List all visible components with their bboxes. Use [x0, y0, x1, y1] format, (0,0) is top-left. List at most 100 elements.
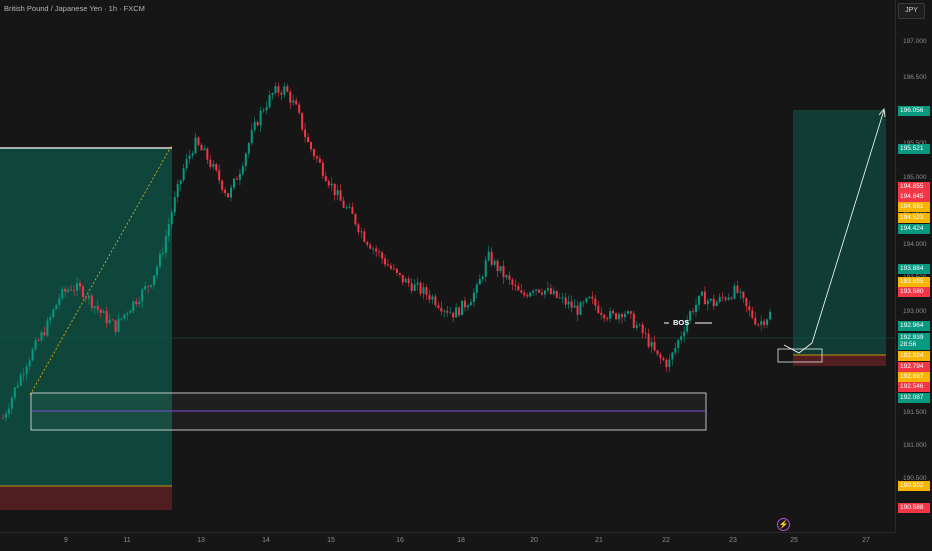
candle-body [28, 360, 31, 367]
candle-body [662, 358, 665, 361]
candle-body [123, 314, 126, 319]
candle-body [348, 207, 351, 208]
candle-body [304, 129, 307, 138]
right-profit-zone[interactable] [793, 110, 886, 355]
candle-body [138, 301, 141, 305]
candle-body [49, 317, 52, 321]
candle-body [730, 297, 733, 299]
currency-button[interactable]: JPY [898, 3, 925, 19]
candle-body [105, 311, 108, 324]
candle-body [535, 289, 538, 291]
candle-body [354, 213, 357, 225]
candle-body [475, 284, 478, 293]
candle-body [93, 306, 96, 308]
candle-body [345, 207, 348, 209]
candle-body [22, 373, 25, 375]
candle-body [490, 251, 493, 265]
price-badge: 192.087 [898, 393, 930, 403]
candle-body [87, 295, 90, 299]
price-badge: 28:56 [898, 340, 930, 350]
candle-body [597, 305, 600, 313]
candle-body [13, 387, 16, 398]
candle-body [19, 374, 22, 386]
candle-body [695, 304, 697, 312]
candle-body [351, 207, 354, 214]
right-loss-zone[interactable] [793, 355, 886, 366]
price-badge: 194.845 [898, 192, 930, 202]
candle-body [407, 278, 410, 284]
candle-body [194, 137, 197, 154]
chart-canvas[interactable] [0, 0, 895, 532]
lightning-alert-icon[interactable]: ⚡ [777, 518, 790, 531]
time-label: 15 [327, 537, 335, 544]
candle-body [606, 318, 609, 320]
bos-label: BOS [673, 318, 690, 327]
candle-body [387, 264, 389, 266]
candle-body [552, 290, 555, 295]
price-badge: 192.924 [898, 351, 930, 361]
candle-body [295, 100, 298, 105]
candle-body [372, 248, 375, 250]
candle-body [67, 289, 70, 292]
long-position-loss-zone[interactable] [0, 486, 172, 510]
candle-body [132, 301, 135, 311]
candle-body [153, 275, 156, 286]
candle-body [357, 224, 360, 232]
price-badge: 192.939 [898, 333, 930, 343]
candle-body [292, 100, 295, 103]
candle-body [594, 298, 597, 306]
candle-body [135, 301, 138, 305]
candle-body [419, 282, 422, 294]
candle-body [529, 292, 532, 297]
candle-body [84, 297, 87, 299]
candle-body [43, 332, 46, 336]
candle-body [176, 184, 179, 198]
candle-body [7, 408, 10, 414]
candle-body [244, 153, 247, 167]
price-badge: 194.855 [898, 182, 930, 192]
candle-body [378, 251, 381, 253]
candle-body [618, 314, 620, 320]
candle-body [161, 252, 164, 255]
candle-body [117, 319, 120, 332]
price-badge: 194.681 [898, 202, 930, 212]
entry-box[interactable] [777, 348, 823, 363]
candle-body [262, 110, 265, 111]
arrow-head [878, 108, 886, 118]
candle-body [700, 291, 703, 296]
candle-body [573, 305, 576, 308]
candle-body [321, 162, 324, 176]
candle-body [102, 311, 105, 313]
candle-body [25, 366, 28, 374]
candle-body [141, 289, 144, 302]
candle-body [363, 231, 366, 242]
candle-body [185, 158, 188, 169]
candle-body [656, 350, 659, 355]
candles-group [2, 82, 772, 422]
candle-body [564, 297, 567, 305]
candle-body [206, 148, 209, 160]
time-label: 9 [64, 537, 68, 544]
candle-body [541, 292, 543, 295]
candle-body [478, 279, 481, 285]
demand-zone-box[interactable] [30, 392, 707, 431]
candle-body [523, 292, 526, 296]
candle-body [167, 224, 170, 236]
candle-body [188, 155, 191, 159]
candle-body [428, 294, 431, 300]
candle-body [271, 93, 274, 96]
long-position-profit-zone[interactable] [0, 148, 172, 486]
candle-body [389, 265, 392, 269]
price-badge: 192.546 [898, 382, 930, 392]
price-badge: 194.523 [898, 213, 930, 223]
candle-body [120, 318, 123, 320]
candle-body [241, 166, 244, 174]
candle-body [502, 266, 505, 278]
candle-body [158, 254, 161, 267]
candle-body [538, 289, 541, 293]
time-scale[interactable] [0, 532, 895, 551]
candle-body [449, 312, 452, 314]
candle-body [209, 159, 212, 167]
candle-body [626, 311, 629, 314]
candle-body [517, 286, 520, 291]
